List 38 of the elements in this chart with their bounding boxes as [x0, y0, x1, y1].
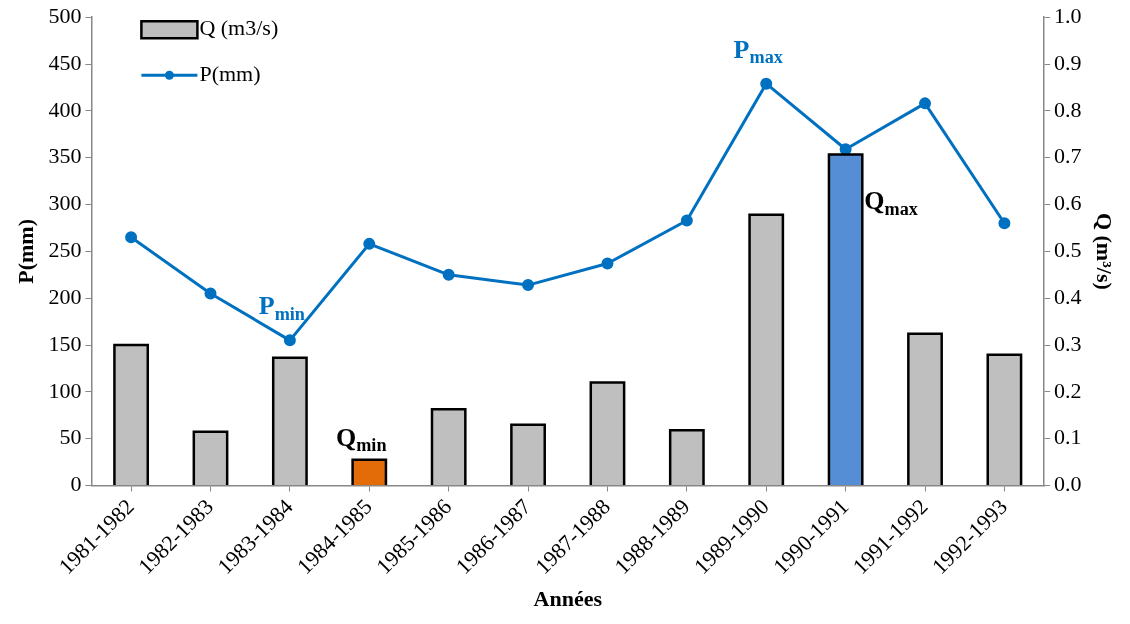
- y-tick-label: 0: [70, 471, 82, 497]
- point: [522, 279, 535, 292]
- y2-tick-label: 0.7: [1054, 143, 1082, 169]
- y-tick-label: 300: [48, 190, 82, 216]
- point: [998, 217, 1011, 230]
- y-tick-label: 50: [59, 424, 82, 450]
- point: [283, 334, 296, 347]
- y-tick-label: 100: [48, 377, 82, 403]
- legend-label: P(mm): [199, 60, 261, 86]
- x-axis-title: Années: [533, 586, 603, 612]
- y2-axis-title: Q (m³/s): [1092, 212, 1118, 290]
- y-tick-label: 250: [48, 237, 82, 263]
- point: [601, 257, 614, 270]
- point: [919, 97, 932, 110]
- y2-tick-label: 0.5: [1054, 237, 1082, 263]
- y-tick-label: 150: [48, 330, 82, 356]
- y2-tick-label: 0.4: [1054, 283, 1082, 309]
- point: [363, 237, 376, 250]
- y2-tick-label: 0.6: [1054, 190, 1082, 216]
- y2-tick-label: 0.3: [1054, 330, 1082, 356]
- y-axis-title: P(mm): [12, 218, 38, 284]
- y-tick-label: 450: [48, 49, 82, 75]
- point: [204, 287, 217, 300]
- point: [760, 77, 773, 90]
- y2-tick-label: 1.0: [1054, 2, 1082, 28]
- y2-tick-label: 0.2: [1054, 377, 1082, 403]
- y-tick-label: 200: [48, 283, 82, 309]
- y2-tick-label: 0.8: [1054, 96, 1082, 122]
- y-tick-label: 350: [48, 143, 82, 169]
- point: [442, 268, 455, 281]
- point: [125, 231, 138, 244]
- y2-tick-label: 0.9: [1054, 49, 1082, 75]
- y2-tick-label: 0.1: [1054, 424, 1082, 450]
- y-tick-label: 500: [48, 2, 82, 28]
- y-tick-label: 400: [48, 96, 82, 122]
- y2-tick-label: 0.0: [1054, 471, 1082, 497]
- legend-label: Q (m3/s): [199, 14, 279, 40]
- point: [680, 214, 693, 227]
